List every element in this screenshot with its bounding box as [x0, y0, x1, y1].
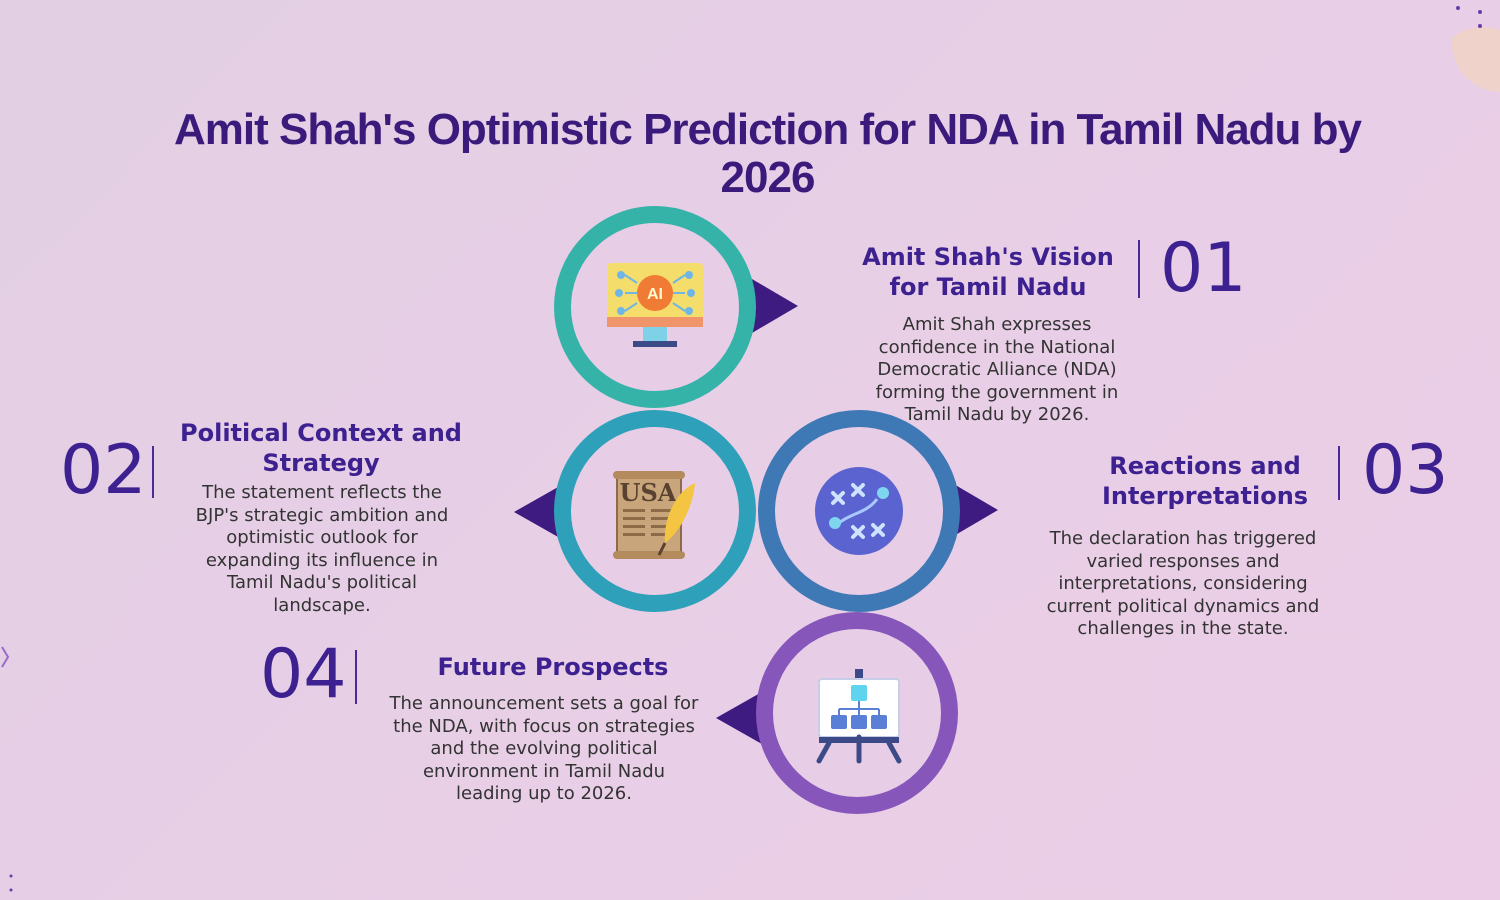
divider-01 — [1138, 240, 1140, 298]
heading-03: Reactions and Interpretations — [1101, 452, 1309, 510]
page-title: Amit Shah's Optimistic Prediction for ND… — [173, 105, 1362, 202]
flowchart-easel-icon — [816, 669, 902, 764]
corner-decoration — [1451, 6, 1500, 92]
circle-04 — [756, 612, 958, 814]
circle-03 — [758, 410, 960, 612]
ai-icon-label: AI — [647, 286, 663, 303]
circle-01: AI — [554, 206, 756, 408]
description-02: The statement reflects the BJP's strateg… — [195, 482, 449, 616]
divider-04 — [355, 650, 357, 704]
number-03: 03 — [1362, 431, 1449, 510]
divider-02 — [152, 446, 154, 498]
number-01: 01 — [1160, 229, 1247, 308]
usa-scroll-quill-icon: USA — [613, 471, 695, 559]
heading-04: Future Prospects — [437, 653, 669, 681]
circle-02: USA — [554, 410, 756, 612]
divider-03 — [1338, 446, 1340, 500]
ai-monitor-icon: AI — [607, 263, 703, 347]
description-03: The declaration has triggered varied res… — [1046, 528, 1320, 639]
number-04: 04 — [260, 635, 347, 714]
description-04: The announcement sets a goal for the NDA… — [389, 693, 699, 804]
heading-01: Amit Shah's Vision for Tamil Nadu — [862, 243, 1114, 301]
strategy-play-icon — [815, 467, 903, 555]
usa-icon-label: USA — [620, 478, 677, 507]
dots-decoration — [9, 874, 13, 892]
description-01: Amit Shah expresses confidence in the Na… — [875, 314, 1119, 425]
sparkle-decoration — [1, 646, 10, 668]
heading-02: Political Context and Strategy — [180, 419, 462, 477]
number-02: 02 — [60, 431, 147, 510]
